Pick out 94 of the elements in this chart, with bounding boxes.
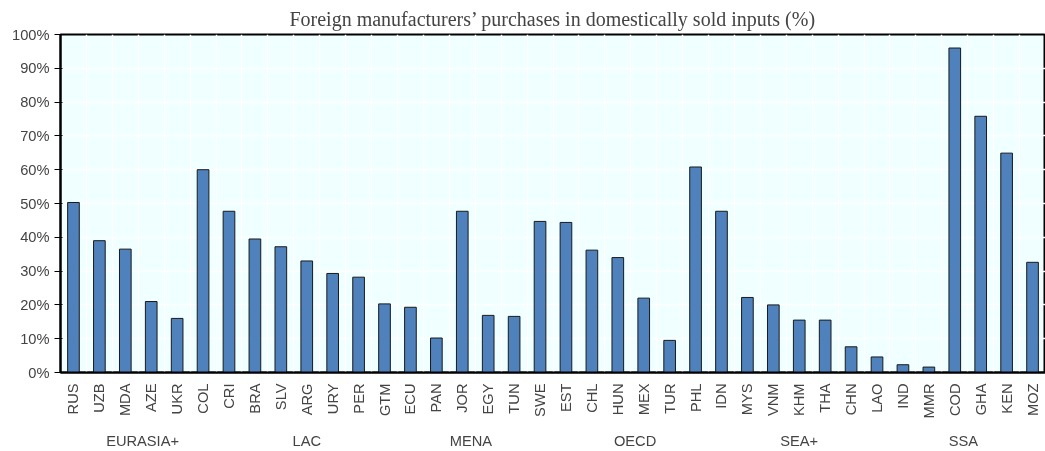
bar: [637, 297, 651, 373]
x-tick-label: KEN: [998, 383, 1015, 414]
text: OECD: [613, 432, 657, 449]
x-tick-label: EST: [557, 383, 574, 412]
chart-title: Foreign manufacturers’ purchases in domestically sold inputs (%): [289, 7, 816, 31]
bar: [481, 314, 495, 373]
y-tick-label: 30%: [20, 263, 50, 280]
y-tick-label: 80%: [20, 94, 50, 111]
x-tick-label: MOZ: [1024, 383, 1041, 417]
x-tick-label: PER: [350, 383, 367, 414]
bar: [404, 306, 417, 373]
x-tick-label: GTM: [376, 383, 393, 417]
bar: [93, 240, 106, 373]
x-tick-label: URY: [324, 383, 341, 415]
x-tick-label: CHL: [583, 383, 600, 413]
x-tick-label: MYS: [739, 383, 756, 416]
x-tick-label: MEX: [635, 383, 652, 416]
bar: [352, 276, 365, 373]
x-tick-label: HUN: [609, 383, 626, 416]
bar: [196, 169, 210, 373]
bar: [741, 296, 754, 373]
x-tick-label: IND: [894, 383, 911, 409]
x-tick-label: VNM: [765, 383, 782, 417]
bar: [974, 115, 988, 373]
bar: [533, 220, 547, 373]
y-tick-label: 100%: [12, 26, 50, 43]
bar: [300, 260, 314, 373]
x-tick-label: IDN: [713, 383, 730, 409]
bar: [455, 210, 469, 373]
text: MENA: [449, 432, 493, 449]
bar: [326, 272, 339, 373]
text: SEA+: [780, 432, 819, 449]
bar: [715, 210, 728, 373]
y-tick-label: 0%: [28, 364, 50, 381]
x-tick-label: CHN: [843, 383, 860, 416]
text: LAC: [292, 432, 322, 449]
bar: [222, 210, 236, 373]
x-tick-label: KHM: [791, 383, 808, 417]
text: SSA: [948, 432, 979, 449]
x-tick-label: PAN: [428, 383, 445, 413]
x-tick-label: SLV: [272, 383, 289, 411]
y-tick-label: 50%: [20, 195, 50, 212]
x-tick-label: MDA: [117, 383, 134, 417]
x-tick-label: ARG: [298, 383, 315, 416]
bar: [844, 346, 858, 373]
y-tick-label: 60%: [20, 161, 50, 178]
x-tick-label: COD: [946, 383, 963, 417]
bar: [274, 246, 288, 373]
x-tick-label: LAO: [869, 383, 886, 413]
x-tick-label: UKR: [169, 383, 186, 415]
y-tick-label: 70%: [20, 127, 50, 144]
x-tick-label: BRA: [246, 383, 263, 414]
bar: [559, 221, 573, 373]
bar: [870, 356, 884, 373]
x-tick-label: ECU: [402, 383, 419, 415]
bar: [767, 304, 780, 373]
bar: [1026, 261, 1039, 373]
bar: [611, 257, 625, 373]
bar: [922, 366, 936, 373]
bar: [1000, 152, 1013, 373]
bar: [144, 301, 158, 373]
x-tick-label: SWE: [532, 383, 549, 417]
bar: [430, 337, 443, 373]
y-tick-label: 40%: [20, 229, 50, 246]
x-tick-label: THA: [817, 383, 834, 413]
y-tick-label: 10%: [20, 330, 50, 347]
bar: [378, 303, 391, 373]
bar: [248, 238, 262, 373]
x-tick-label: UZB: [91, 383, 108, 413]
y-tick-label: 90%: [20, 60, 50, 77]
bar: [663, 339, 676, 373]
y-tick-label: 20%: [20, 296, 50, 313]
x-tick-label: MMR: [920, 383, 937, 419]
bar: [689, 166, 702, 373]
x-tick-label: PHL: [687, 383, 704, 413]
x-tick-label: COL: [195, 383, 212, 414]
bar: [67, 201, 80, 373]
bar: [792, 319, 806, 373]
bar: [896, 364, 910, 373]
bar: [818, 319, 832, 373]
bar: [948, 47, 962, 373]
x-tick-label: CRI: [220, 383, 237, 409]
bar: [118, 248, 132, 373]
bar: [585, 249, 599, 373]
x-tick-label: EGY: [480, 383, 497, 415]
x-tick-label: JOR: [454, 383, 471, 413]
x-tick-label: RUS: [65, 383, 82, 415]
x-tick-label: TUR: [661, 383, 678, 414]
x-tick-label: GHA: [972, 383, 989, 416]
text: EURASIA+: [106, 432, 180, 449]
bar: [507, 315, 521, 373]
bar: [170, 317, 184, 373]
x-tick-label: TUN: [506, 383, 523, 414]
x-tick-label: AZE: [143, 383, 160, 412]
